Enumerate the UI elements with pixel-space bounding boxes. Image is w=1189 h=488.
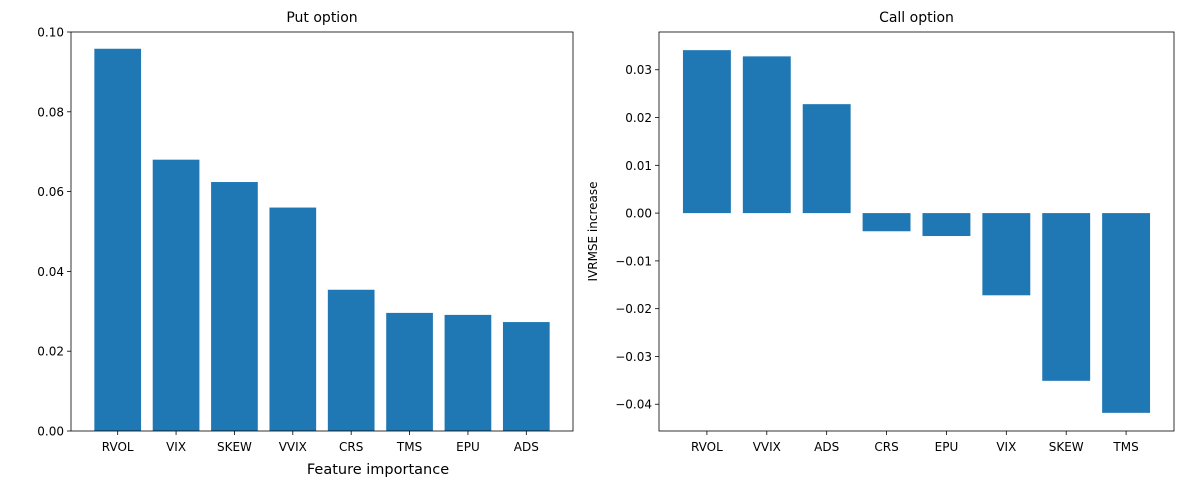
- y-tick-label: 0.00: [625, 207, 652, 221]
- y-axis-label-call: IVRMSE increase: [586, 181, 600, 281]
- y-axis-put: 0.00 0.02 0.04 0.06 0.08 0.10: [37, 26, 71, 439]
- y-tick-label: 0.08: [37, 105, 64, 119]
- chart-title-call: Call option: [879, 10, 954, 26]
- bar-put-tms: [386, 312, 433, 431]
- y-tick-label: 0.02: [625, 111, 652, 125]
- x-tick-label-put-vvix: VVIX: [279, 440, 307, 454]
- bar-put-vvix: [269, 207, 317, 431]
- y-tick-label: −0.03: [615, 350, 652, 364]
- bar-call-crs: [862, 213, 911, 232]
- bar-put-epu: [444, 314, 492, 431]
- x-tick-label-put-tms: TMS: [396, 440, 422, 454]
- x-tick-label-call-epu: EPU: [935, 440, 959, 454]
- y-tick-label: −0.01: [615, 254, 652, 268]
- y-tick-label: 0.06: [37, 185, 64, 199]
- bar-put-crs: [327, 289, 375, 431]
- y-tick-label: −0.02: [615, 302, 652, 316]
- x-tick-label-call-skew: SKEW: [1049, 440, 1084, 454]
- plot-frame-put: [70, 31, 574, 432]
- x-tick-label-call-rvol: RVOL: [691, 440, 723, 454]
- chart-call-option: Call option IVRMSE increase −0.04−0.03−0…: [586, 10, 1175, 454]
- y-tick-label: 0.10: [37, 26, 64, 40]
- x-tick-label-call-crs: CRS: [874, 440, 898, 454]
- y-tick-label: 0.01: [625, 159, 652, 173]
- x-tick-label-call-ads: ADS: [814, 440, 839, 454]
- bar-call-tms: [1102, 213, 1151, 413]
- chart-put-option: Put option 0.00 0.02 0.04 0.06 0.08 0.10 RVOL…: [37, 10, 574, 454]
- bar-put-ads: [502, 322, 550, 431]
- x-tick-label-put-vix: VIX: [166, 440, 186, 454]
- x-tick-label-put-ads: ADS: [514, 440, 539, 454]
- y-tick-label: −0.04: [615, 398, 652, 412]
- plot-frame-call: [658, 31, 1175, 432]
- x-tick-label-put-skew: SKEW: [217, 440, 252, 454]
- x-axis-put: RVOL VIX SKEW VVIX CRS TMS EPU ADS: [102, 431, 539, 454]
- bar-group-call: [682, 50, 1151, 413]
- bar-put-rvol: [94, 48, 142, 432]
- x-tick-label-call-tms: TMS: [1112, 440, 1138, 454]
- x-axis-call: RVOL VVIX ADS CRS EPU VIX SKEW TMS: [691, 431, 1139, 454]
- bar-call-vix: [982, 213, 1031, 296]
- y-tick-label: 0.04: [37, 265, 64, 279]
- x-tick-label-call-vvix: VVIX: [753, 440, 781, 454]
- x-tick-label-put-rvol: RVOL: [102, 440, 134, 454]
- bar-group-put: [94, 48, 550, 432]
- x-tick-label-put-crs: CRS: [339, 440, 363, 454]
- chart-title-put: Put option: [286, 10, 357, 26]
- bar-put-vix: [152, 159, 200, 431]
- y-tick-label: 0.00: [37, 425, 64, 439]
- bar-call-epu: [922, 213, 971, 237]
- y-tick-label: 0.02: [37, 345, 64, 359]
- y-axis-call: −0.04 −0.03 −0.02 −0.01 0.00 0.01 0.02 0.03: [615, 63, 659, 412]
- bar-call-vvix: [742, 56, 791, 214]
- x-tick-label-put-epu: EPU: [456, 440, 480, 454]
- bar-call-skew: [1042, 213, 1091, 381]
- x-tick-label-call-vix: VIX: [996, 440, 1016, 454]
- bar-put-skew: [211, 182, 258, 431]
- bar-call-rvol: [682, 50, 731, 214]
- y-tick-label: 0.03: [625, 63, 652, 77]
- figure-x-label: Feature importance: [307, 462, 449, 478]
- bar-call-ads: [802, 104, 851, 214]
